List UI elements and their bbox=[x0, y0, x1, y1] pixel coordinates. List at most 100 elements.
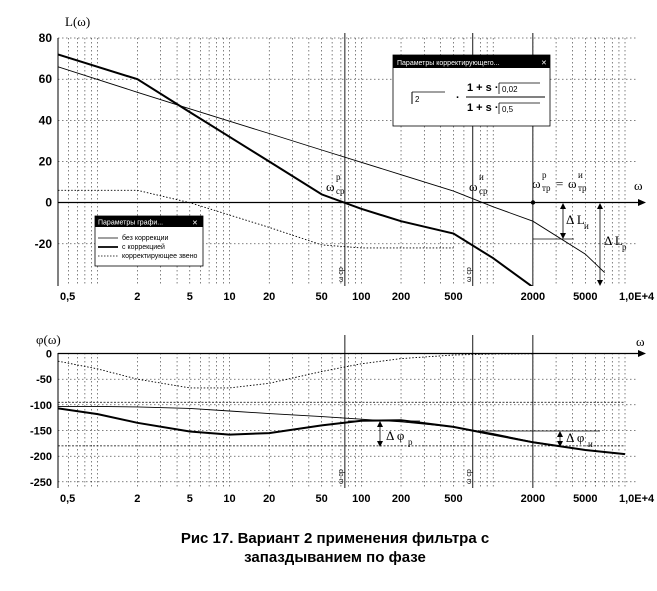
y-tick-label: -150 bbox=[30, 426, 52, 438]
x-tick-label: 2000 bbox=[521, 291, 545, 303]
phase-crossover-label: ω р тр = ω и тр bbox=[532, 170, 587, 193]
x-tick-label: 20 bbox=[263, 291, 275, 303]
crossover-vline-label: ω ср bbox=[338, 469, 345, 484]
svg-text:ω: ω bbox=[568, 176, 577, 191]
x-tick-label: 200 bbox=[392, 493, 410, 505]
phase-ticks: 0 -50 -100 -150 -200 -250 0,5 2 5 10 20 50 100 200 500… bbox=[30, 349, 655, 506]
phase-x-arrow bbox=[638, 350, 646, 357]
legend-close-icon[interactable]: ✕ bbox=[192, 220, 198, 227]
crossover-p-label: ω р ср bbox=[326, 172, 345, 196]
delta-phi-u-marker: Δ φ и bbox=[472, 430, 600, 449]
y-tick-label: -250 bbox=[30, 477, 52, 489]
svg-text:ω: ω bbox=[469, 179, 478, 194]
y-tick-label: -200 bbox=[30, 451, 52, 463]
y-tick-label: 80 bbox=[39, 31, 53, 45]
amplitude-axes: L(ω) ω bbox=[57, 14, 646, 286]
svg-text:Δ L: Δ L bbox=[566, 212, 585, 227]
y-tick-label: -20 bbox=[35, 237, 53, 251]
params-denominator-field[interactable]: 0,5 bbox=[502, 105, 514, 114]
series-dotted bbox=[58, 353, 533, 389]
x-tick-label: 2000 bbox=[521, 493, 545, 505]
series-thick bbox=[58, 53, 534, 286]
y-tick-label: 0 bbox=[46, 349, 52, 361]
x-tick-label: 1,0E+4 bbox=[619, 493, 655, 505]
phase-x-label: ω bbox=[636, 334, 645, 349]
crossover-vline-label: ω ср bbox=[466, 469, 473, 484]
legend-titlebar[interactable] bbox=[95, 216, 203, 227]
params-window[interactable]: Параметры корректирующего... ✕ 2 · 1 + s… bbox=[392, 54, 551, 127]
svg-text:р: р bbox=[622, 242, 627, 252]
series-thin bbox=[58, 405, 626, 455]
svg-text:р: р bbox=[336, 172, 341, 182]
x-tick-label: 50 bbox=[316, 493, 328, 505]
params-dot: · bbox=[456, 92, 460, 104]
y-tick-label: -50 bbox=[36, 374, 52, 386]
delta-l-p-marker: Δ L р bbox=[597, 203, 627, 286]
svg-text:р: р bbox=[542, 170, 547, 180]
delta-phi-p-marker: Δ φ р bbox=[348, 420, 420, 447]
x-tick-label: 5000 bbox=[573, 291, 597, 303]
legend-item-corrected: с коррекцией bbox=[122, 243, 165, 251]
delta-l-u-marker: Δ L и bbox=[533, 203, 589, 240]
amplitude-x-label: ω bbox=[634, 178, 643, 193]
x-tick-label: 1,0E+4 bbox=[619, 291, 655, 303]
y-tick-label: 60 bbox=[39, 72, 53, 86]
legend-item-corrector: корректирующее звено bbox=[122, 253, 198, 260]
phase-grid bbox=[57, 353, 638, 488]
amplitude-y-label: L(ω) bbox=[65, 14, 90, 29]
series-thin bbox=[58, 66, 605, 273]
x-tick-label: 2 bbox=[134, 291, 140, 303]
svg-text:ω: ω bbox=[326, 179, 335, 194]
crossover-u-label: ω и ср bbox=[469, 172, 488, 196]
x-tick-label: 5 bbox=[187, 493, 193, 505]
y-tick-label: 20 bbox=[39, 155, 53, 169]
crossover-vline-label: ω ср bbox=[338, 267, 345, 282]
phase-y-label: φ(ω) bbox=[36, 332, 61, 347]
crossover-vline-label: ω ср bbox=[466, 267, 473, 282]
amplitude-x-arrow bbox=[638, 199, 646, 206]
series-thick bbox=[58, 407, 626, 456]
y-tick-label: -100 bbox=[30, 400, 52, 412]
svg-text:Δ L: Δ L bbox=[604, 233, 623, 248]
svg-text:и: и bbox=[584, 221, 589, 231]
params-gain-field[interactable]: 2 bbox=[415, 95, 420, 104]
params-close-icon[interactable]: ✕ bbox=[541, 60, 547, 67]
svg-text:р: р bbox=[408, 437, 413, 447]
x-tick-label: 50 bbox=[316, 291, 328, 303]
amplitude-series bbox=[58, 53, 605, 286]
figure-caption-line1: Рис 17. Вариант 2 применения фильтра с bbox=[180, 530, 490, 547]
x-tick-label: 10 bbox=[223, 291, 235, 303]
x-tick-label: 0,5 bbox=[60, 291, 75, 303]
x-tick-label: 0,5 bbox=[60, 493, 75, 505]
svg-text:и: и bbox=[479, 172, 484, 182]
svg-text:ср: ср bbox=[479, 186, 488, 196]
phase-reference-lines bbox=[58, 401, 625, 447]
y-tick-label: 0 bbox=[45, 196, 52, 210]
svg-text:и: и bbox=[588, 439, 593, 449]
legend-title: Параметры графи... bbox=[98, 220, 163, 227]
x-tick-label: 200 bbox=[392, 291, 410, 303]
svg-text:тр: тр bbox=[542, 183, 551, 193]
svg-text:ср: ср bbox=[336, 186, 345, 196]
params-titlebar[interactable] bbox=[393, 55, 550, 68]
phase-chart: φ(ω) ω ω ср ω ср 0 -50 -100 -150 -200 -250 0,5 2… bbox=[30, 332, 655, 505]
svg-text:и: и bbox=[578, 170, 583, 180]
y-tick-label: 40 bbox=[39, 113, 53, 127]
x-tick-label: 500 bbox=[444, 291, 462, 303]
phase-series bbox=[58, 353, 626, 456]
svg-text:Δ φ: Δ φ bbox=[566, 430, 584, 445]
x-tick-label: 100 bbox=[352, 291, 370, 303]
legend-item-uncorrected: без коррекции bbox=[122, 234, 169, 242]
x-tick-label: 10 bbox=[223, 493, 235, 505]
x-tick-label: 5 bbox=[187, 291, 193, 303]
params-denominator: 1 + s · bbox=[467, 102, 499, 114]
x-tick-label: 2 bbox=[134, 493, 140, 505]
figure-caption-line2: запаздыванием по фазе bbox=[244, 549, 426, 566]
svg-text:=: = bbox=[556, 176, 563, 191]
legend-window[interactable]: Параметры графи... ✕ без коррекции с кор… bbox=[94, 215, 204, 267]
params-numerator-field[interactable]: 0,02 bbox=[502, 85, 518, 94]
phase-axes: φ(ω) ω bbox=[36, 332, 646, 488]
svg-text:Δ φ: Δ φ bbox=[386, 428, 404, 443]
